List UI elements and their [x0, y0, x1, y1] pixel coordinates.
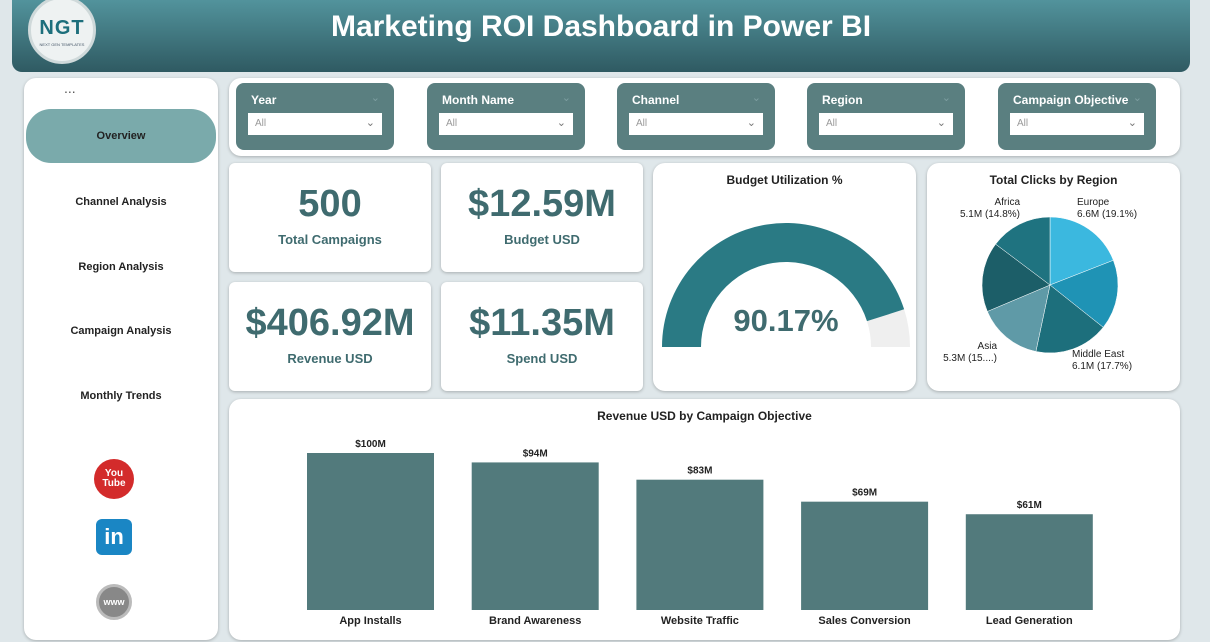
kpi-revenue: $406.92M Revenue USD — [229, 282, 431, 391]
header: Marketing ROI Dashboard in Power BI NGT N… — [12, 0, 1190, 72]
pie-slice-africa[interactable] — [995, 216, 1051, 286]
website-globe-icon[interactable]: www — [96, 584, 132, 620]
pie-label: Africa — [994, 197, 1020, 208]
kpi-spend: $11.35M Spend USD — [441, 282, 643, 391]
gauge-fill — [662, 223, 905, 347]
gauge-chart: 90.17% — [662, 223, 910, 347]
chevron-down-icon: ⌄ — [556, 117, 566, 129]
chevron-down-icon: ⌄ — [751, 92, 761, 104]
x-tick-label: Sales Conversion — [818, 615, 911, 627]
bar-value-label: $100M — [355, 439, 386, 450]
kpi-budget: $12.59M Budget USD — [441, 163, 643, 272]
pie-label: Middle East — [1072, 349, 1124, 360]
sidebar: ... Overview Channel Analysis Region Ana… — [24, 78, 218, 640]
x-tick-label: Website Traffic — [661, 615, 739, 627]
slicer-month-name: Month Name ⌄ All ⌄ — [427, 83, 585, 150]
slicer-campaign-objective: Campaign Objective ⌄ All ⌄ — [998, 83, 1156, 150]
nav-monthly-trends[interactable]: Monthly Trends — [80, 390, 162, 402]
pie-card: Total Clicks by Region Europe 6.6M (19.1%… — [927, 163, 1180, 391]
pie-slice-asia[interactable] — [987, 284, 1051, 352]
bar-sales-conversion[interactable] — [801, 501, 929, 610]
bar-value-label: $69M — [852, 488, 877, 499]
chevron-down-icon: ⌄ — [365, 117, 375, 129]
bar-website-traffic[interactable] — [636, 479, 764, 610]
chevron-down-icon: ⌄ — [1132, 92, 1142, 104]
pie-label: Asia — [978, 341, 998, 352]
campaign-objective-dropdown[interactable]: All ⌄ — [1010, 113, 1144, 135]
pie-slice-4[interactable] — [981, 243, 1051, 312]
nav-campaign-analysis[interactable]: Campaign Analysis — [70, 325, 172, 337]
chevron-down-icon: ⌄ — [561, 92, 571, 104]
logo: NGT NEXT GEN TEMPLATES — [28, 0, 96, 64]
more-options-icon[interactable]: ... — [64, 80, 76, 96]
nav-channel-analysis[interactable]: Channel Analysis — [75, 196, 167, 208]
pie-value-label: 6.1M (17.7%) — [1072, 361, 1132, 372]
x-tick-label: Lead Generation — [986, 615, 1073, 627]
chevron-down-icon: ⌄ — [936, 117, 946, 129]
pie-slice-middle-east[interactable] — [1035, 284, 1104, 354]
bar-lead-generation[interactable] — [965, 514, 1093, 610]
page-title: Marketing ROI Dashboard in Power BI — [330, 10, 872, 43]
bar-brand-awareness[interactable] — [471, 462, 599, 610]
pie-value-label: 6.6M (19.1%) — [1077, 209, 1137, 220]
channel-dropdown[interactable]: All ⌄ — [629, 113, 763, 135]
pie-slice-1[interactable] — [1049, 259, 1119, 328]
pie-label: Europe — [1077, 197, 1110, 208]
bar-card: Revenue USD by Campaign Objective $100M A… — [229, 399, 1180, 640]
pie-value-label: 5.3M (15....) — [943, 353, 997, 364]
nav-region-analysis[interactable]: Region Analysis — [78, 261, 164, 273]
year-dropdown[interactable]: All ⌄ — [248, 113, 382, 135]
x-tick-label: App Installs — [339, 615, 401, 627]
x-tick-label: Brand Awareness — [489, 615, 581, 627]
bar-chart: $100M App Installs $94M Brand Awareness $83M… — [307, 439, 1093, 627]
pie-slice-europe[interactable] — [1049, 216, 1114, 286]
gauge-card: Budget Utilization % 90.17% — [653, 163, 916, 391]
gauge-remainder — [866, 309, 910, 347]
bar-value-label: $94M — [523, 448, 548, 459]
slicer-region: Region ⌄ All ⌄ — [807, 83, 965, 150]
kpi-total-campaigns: 500 Total Campaigns — [229, 163, 431, 272]
nav-overview[interactable]: Overview — [26, 109, 216, 163]
chevron-down-icon: ⌄ — [1127, 117, 1137, 129]
chevron-down-icon: ⌄ — [941, 92, 951, 104]
linkedin-icon[interactable]: in — [96, 519, 132, 555]
chevron-down-icon: ⌄ — [370, 92, 380, 104]
pie-value-label: 5.1M (14.8%) — [960, 209, 1020, 220]
slicer-channel: Channel ⌄ All ⌄ — [617, 83, 775, 150]
bar-app-installs[interactable] — [307, 453, 434, 610]
slicer-panel: Year ⌄ All ⌄ Month Name ⌄ All ⌄ Channel ⌄ All ⌄ R… — [229, 78, 1180, 156]
bar-value-label: $61M — [1017, 500, 1042, 511]
gauge-value: 90.17% — [733, 303, 838, 338]
chevron-down-icon: ⌄ — [746, 117, 756, 129]
slicer-year: Year ⌄ All ⌄ — [236, 83, 394, 150]
youtube-icon[interactable]: You Tube — [94, 459, 134, 499]
month-name-dropdown[interactable]: All ⌄ — [439, 113, 573, 135]
region-dropdown[interactable]: All ⌄ — [819, 113, 953, 135]
bar-value-label: $83M — [687, 466, 712, 477]
